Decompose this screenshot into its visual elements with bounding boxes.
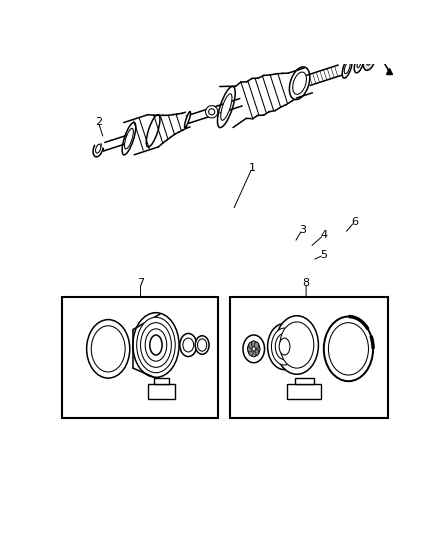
Ellipse shape	[363, 51, 375, 70]
Ellipse shape	[205, 106, 218, 118]
Ellipse shape	[124, 128, 134, 149]
Text: 5: 5	[320, 250, 327, 260]
Ellipse shape	[251, 351, 256, 357]
Ellipse shape	[328, 322, 368, 375]
Ellipse shape	[91, 326, 125, 372]
Ellipse shape	[290, 67, 310, 100]
Ellipse shape	[87, 320, 130, 378]
Ellipse shape	[357, 60, 361, 68]
Ellipse shape	[247, 341, 260, 357]
Ellipse shape	[254, 342, 259, 349]
Text: 1: 1	[249, 163, 256, 173]
Text: 3: 3	[299, 224, 306, 235]
Ellipse shape	[254, 349, 259, 356]
Bar	[148, 384, 175, 399]
Bar	[287, 384, 321, 399]
Ellipse shape	[145, 329, 167, 361]
Bar	[230, 297, 389, 418]
Text: 6: 6	[351, 217, 358, 227]
Ellipse shape	[208, 109, 215, 115]
Ellipse shape	[137, 317, 175, 373]
Bar	[294, 378, 314, 384]
Ellipse shape	[183, 338, 194, 352]
Ellipse shape	[279, 338, 290, 355]
Ellipse shape	[255, 346, 260, 352]
Ellipse shape	[247, 346, 252, 352]
Ellipse shape	[276, 316, 318, 374]
Ellipse shape	[354, 55, 364, 73]
Text: 2: 2	[95, 117, 102, 127]
Text: 7: 7	[137, 278, 144, 288]
Ellipse shape	[198, 339, 207, 351]
Ellipse shape	[141, 322, 171, 367]
Ellipse shape	[280, 322, 314, 368]
Bar	[155, 378, 169, 384]
Ellipse shape	[150, 335, 162, 355]
Ellipse shape	[146, 115, 160, 147]
Ellipse shape	[268, 324, 301, 370]
Ellipse shape	[344, 62, 350, 74]
Bar	[62, 297, 218, 418]
Ellipse shape	[324, 317, 373, 381]
Ellipse shape	[122, 123, 136, 155]
Ellipse shape	[133, 313, 179, 377]
Ellipse shape	[218, 86, 235, 127]
Ellipse shape	[221, 94, 232, 120]
Ellipse shape	[272, 328, 298, 365]
Ellipse shape	[249, 349, 253, 356]
Ellipse shape	[184, 111, 191, 128]
Text: 4: 4	[320, 230, 327, 240]
Ellipse shape	[195, 336, 209, 354]
Ellipse shape	[293, 72, 307, 94]
Ellipse shape	[367, 56, 372, 65]
Ellipse shape	[276, 334, 294, 360]
Text: 8: 8	[303, 278, 310, 288]
Ellipse shape	[243, 335, 265, 363]
Ellipse shape	[180, 334, 197, 357]
Ellipse shape	[342, 58, 352, 78]
Ellipse shape	[249, 342, 253, 349]
Ellipse shape	[251, 341, 256, 347]
